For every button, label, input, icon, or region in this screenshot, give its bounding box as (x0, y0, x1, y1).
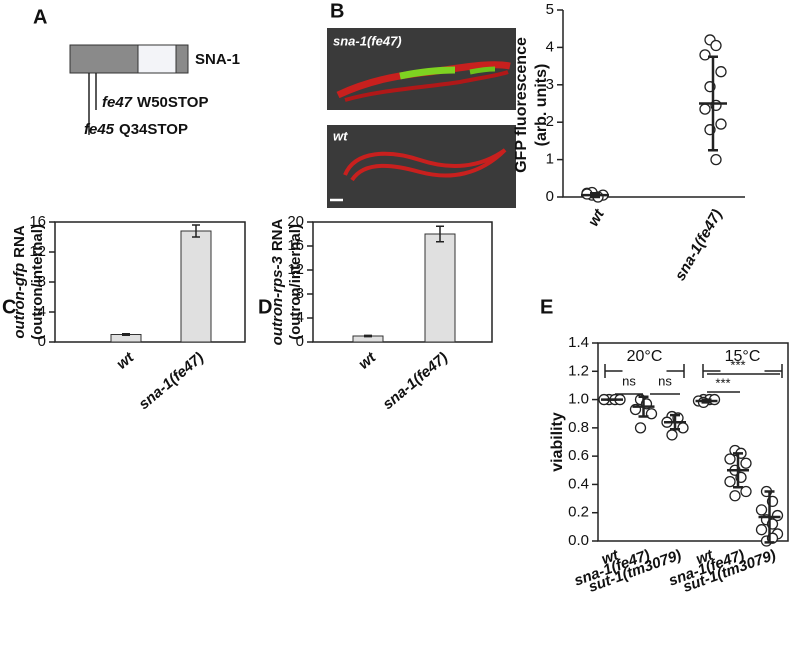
x-tick-label: wt (113, 348, 137, 372)
y-tick-label: 0.0 (568, 532, 589, 549)
image-label: wt (333, 128, 348, 143)
significance-label: ns (622, 373, 636, 388)
y-axis-label: (outron/internal) (29, 224, 46, 340)
data-point (755, 504, 768, 516)
significance-label: ns (658, 373, 672, 388)
mutation-label: fe45 Q34STOP (84, 121, 188, 138)
y-tick-label: 4 (546, 38, 554, 55)
y-tick-label: 1.0 (568, 391, 589, 408)
y-axis-label: (arb. units) (533, 64, 550, 147)
error-bar (192, 224, 200, 238)
x-tick-label: wt (694, 546, 716, 568)
data-point (715, 66, 727, 78)
bar (180, 230, 212, 343)
y-axis-label-unit: RNA (11, 225, 28, 258)
data-point (740, 457, 752, 469)
y-tick-label: 5 (546, 1, 554, 18)
y-tick-label: 8 (38, 273, 46, 290)
data-point (724, 453, 736, 465)
image-label: sna-1(fe47) (333, 33, 402, 48)
data-point (699, 49, 711, 61)
y-axis-label: viability (549, 412, 566, 472)
y-tick-label: 16 (287, 237, 304, 254)
data-point (755, 524, 768, 536)
y-tick-label: 12 (29, 243, 46, 260)
x-tick-label: sna-1(fe47) (380, 349, 452, 413)
plot-frame (312, 221, 493, 343)
data-point (710, 153, 722, 166)
y-tick-label: 3 (546, 76, 554, 93)
panel-label: B (330, 0, 344, 22)
y-axis-label: outron-gfp RNA (11, 225, 28, 338)
y-tick-label: 0 (546, 188, 554, 205)
y-tick-label: 0.8 (568, 419, 589, 436)
significance-label: *** (715, 375, 730, 390)
protein-diagram (69, 44, 189, 135)
y-axis-label: outron-rps-3 RNA (269, 218, 286, 345)
mutation-label: fe47 W50STOP (102, 94, 208, 111)
data-point (724, 475, 736, 488)
y-axis-label: GFP fluorescence (513, 37, 530, 173)
y-tick-label: 20 (287, 213, 304, 230)
y-tick-label: 0 (38, 333, 46, 350)
data-point (715, 118, 727, 130)
y-tick-label: 0.6 (568, 447, 589, 464)
y-tick-label: 12 (287, 261, 304, 278)
x-tick-label: sna-1(fe47) (672, 206, 726, 283)
data-point (710, 39, 722, 52)
data-point (666, 429, 678, 441)
data-point (645, 408, 658, 420)
y-tick-label: 1.2 (568, 362, 589, 379)
error-bar (122, 333, 130, 336)
y-tick-label: 2 (546, 113, 554, 130)
x-tick-label: sna-1(fe47) (136, 349, 208, 413)
group-label: 15°C (725, 348, 761, 365)
y-axis-label: (outron/internal) (287, 224, 304, 340)
y-tick-label: 0 (296, 333, 304, 350)
y-tick-label: 4 (38, 303, 46, 320)
significance-label: *** (730, 357, 745, 372)
panel-label: D (258, 296, 272, 318)
panel-label: E (540, 296, 553, 318)
data-point (699, 103, 711, 115)
plot-frame (597, 342, 789, 542)
y-tick-label: 4 (296, 309, 304, 326)
y-tick-label: 1 (546, 151, 554, 168)
bar (424, 233, 456, 343)
micrograph (327, 28, 516, 208)
y-tick-label: 1.4 (568, 334, 589, 351)
panel-label: A (33, 6, 47, 28)
error-bar (364, 334, 372, 338)
y-tick-label: 0.2 (568, 504, 589, 521)
group-bracket (702, 364, 783, 378)
panel-label: C (2, 296, 16, 318)
data-point (740, 485, 752, 498)
y-axis-label-gene: outron-rps-3 (269, 256, 286, 346)
y-axis-label-unit: RNA (269, 218, 286, 251)
error-bar (436, 225, 444, 243)
protein-name: SNA-1 (195, 51, 240, 68)
data-point (677, 422, 689, 434)
data-point (634, 422, 647, 434)
y-tick-label: 16 (29, 213, 46, 230)
plot-frame (54, 221, 246, 343)
x-tick-label: wt (599, 546, 621, 568)
y-axis-label-gene: outron-gfp (11, 263, 28, 339)
x-tick-label: wt (355, 348, 379, 372)
x-tick-label: wt (585, 206, 609, 230)
y-tick-label: 8 (296, 285, 304, 302)
group-bracket (604, 364, 685, 378)
data-point (729, 490, 741, 502)
group-label: 20°C (627, 348, 663, 365)
y-tick-label: 0.4 (568, 475, 589, 492)
